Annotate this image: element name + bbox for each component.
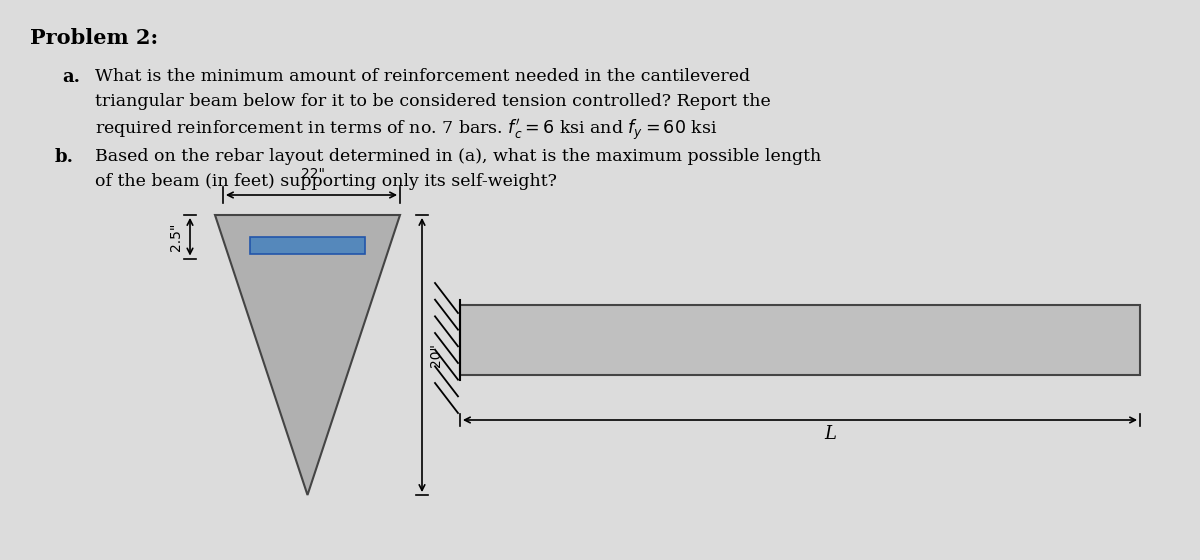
Text: required reinforcement in terms of no. 7 bars. $f_c^{\prime} = 6$ ksi and $f_y =: required reinforcement in terms of no. 7…: [95, 118, 718, 143]
Text: What is the minimum amount of reinforcement needed in the cantilevered: What is the minimum amount of reinforcem…: [95, 68, 750, 85]
Text: 22": 22": [300, 167, 324, 181]
Text: 2.5": 2.5": [169, 222, 182, 251]
Text: L: L: [824, 425, 836, 443]
Text: b.: b.: [55, 148, 74, 166]
Text: a.: a.: [62, 68, 80, 86]
Bar: [250, 236, 365, 254]
Text: Problem 2:: Problem 2:: [30, 28, 158, 48]
Text: triangular beam below for it to be considered tension controlled? Report the: triangular beam below for it to be consi…: [95, 93, 770, 110]
Bar: [460, 305, 1140, 375]
Text: 20": 20": [430, 343, 443, 367]
Text: of the beam (in feet) supporting only its self-weight?: of the beam (in feet) supporting only it…: [95, 173, 557, 190]
Polygon shape: [215, 215, 400, 495]
Text: Based on the rebar layout determined in (a), what is the maximum possible length: Based on the rebar layout determined in …: [95, 148, 821, 165]
